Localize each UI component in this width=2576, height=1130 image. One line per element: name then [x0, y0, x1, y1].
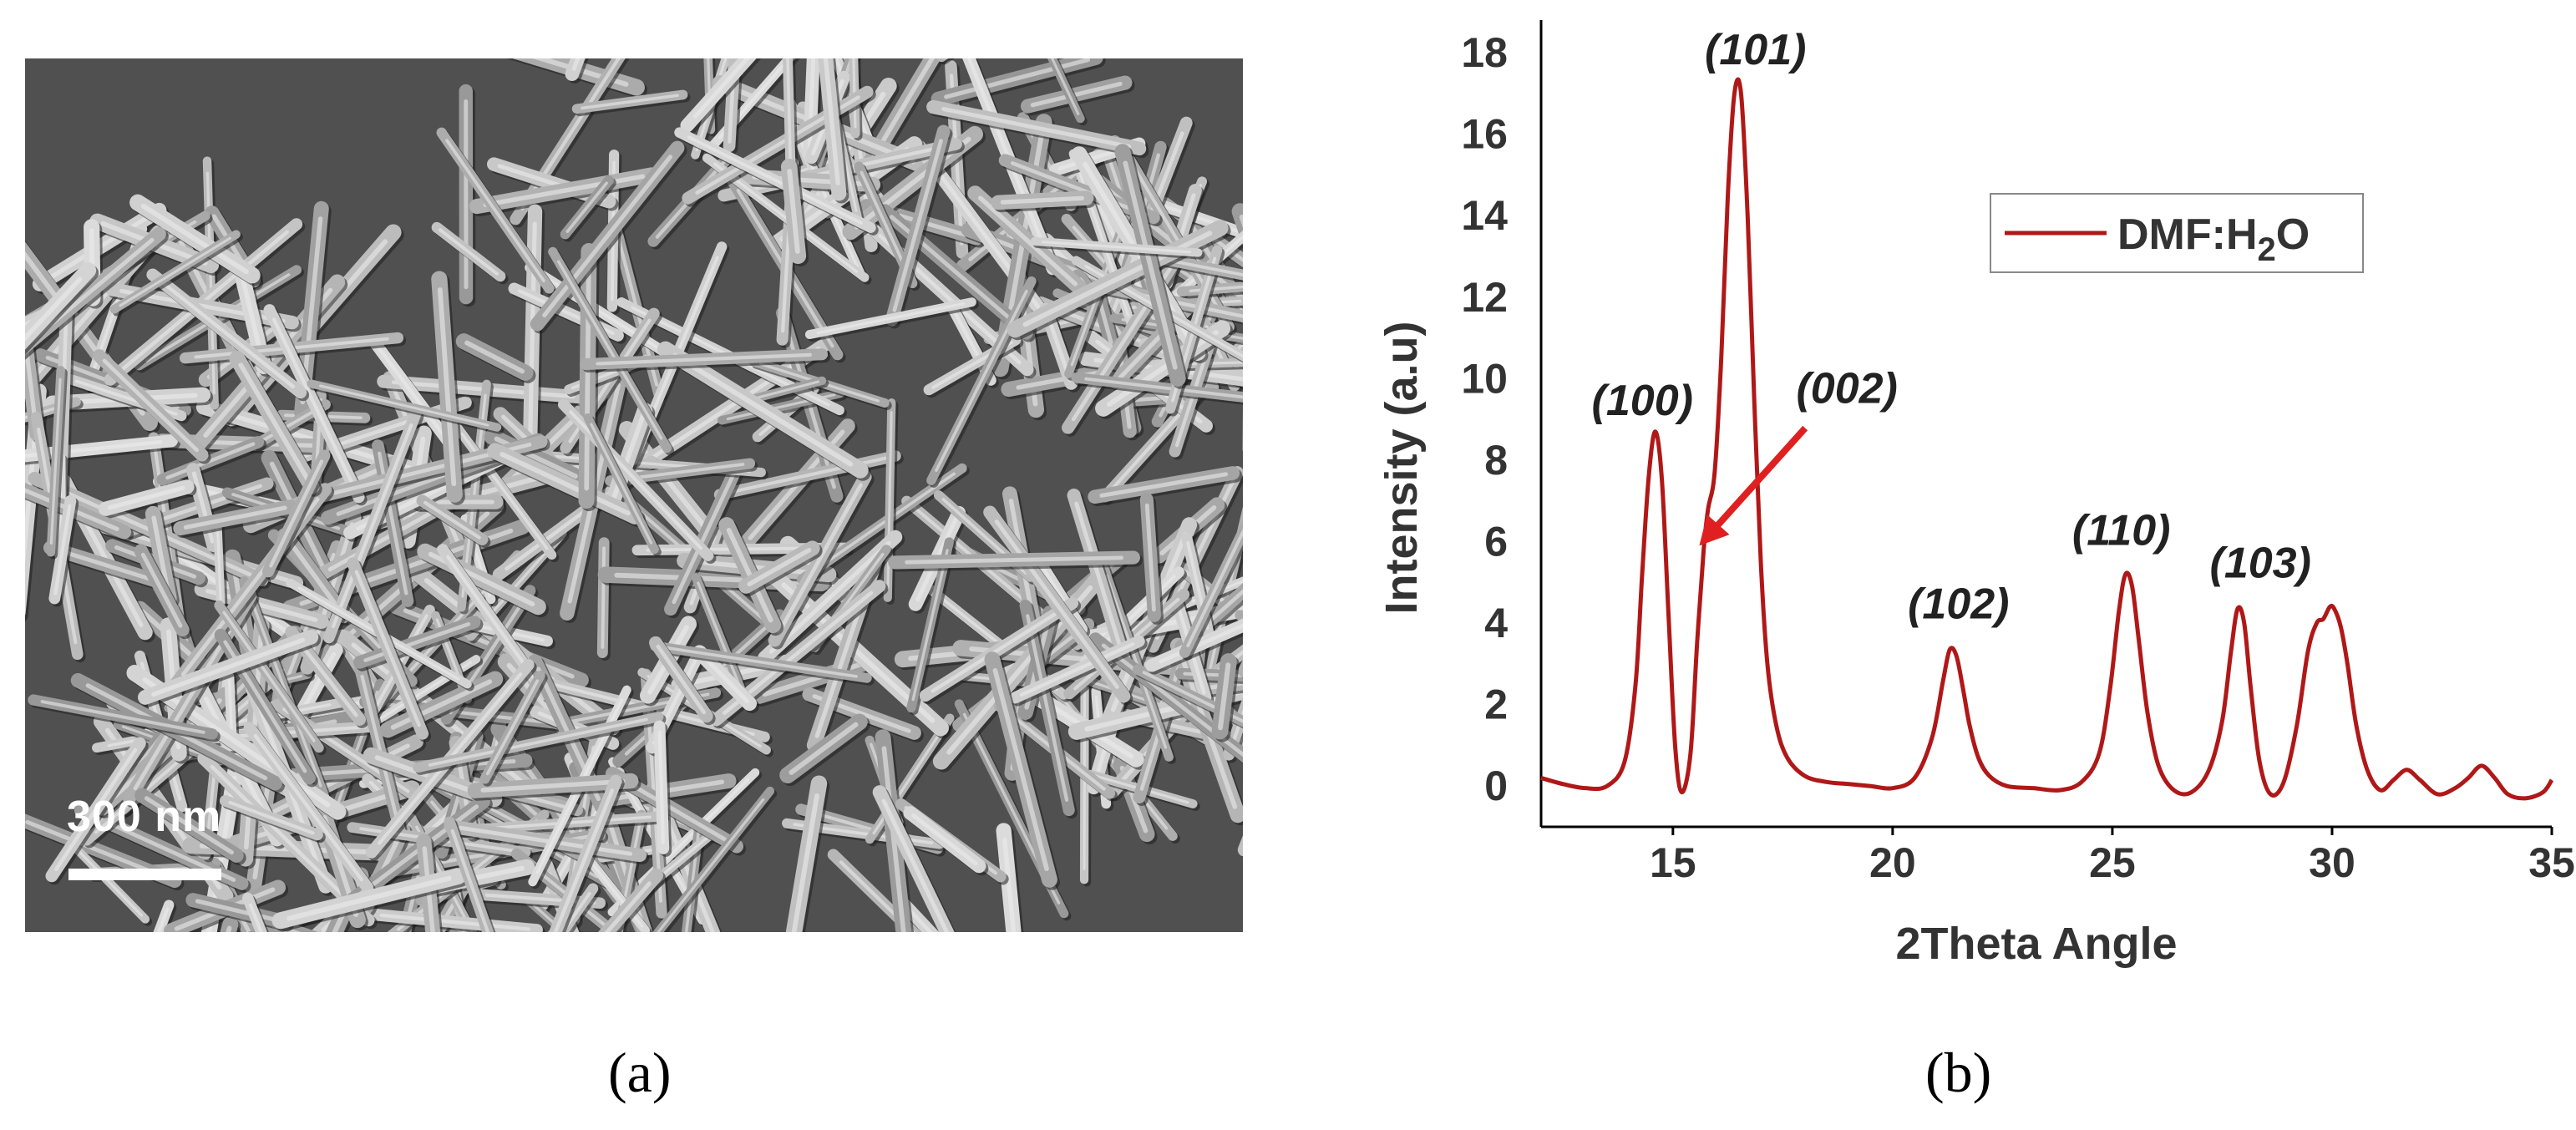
x-tick-label: 25 [2089, 839, 2136, 886]
x-tick-label: 30 [2309, 839, 2355, 886]
series-layer [1540, 77, 2554, 801]
y-tick-label: 4 [1484, 600, 1508, 646]
panel-a-caption: (a) [608, 1041, 672, 1104]
peak-label: (103) [2210, 540, 2311, 588]
y-tick-label: 18 [1461, 29, 1508, 76]
y-axis-label: Intensity (a.u) [1377, 321, 1427, 614]
y-tick-label: 10 [1461, 355, 1508, 402]
tick-labels: 15 20 25 30 35 0 2 4 6 8 10 12 14 16 18 [1461, 29, 2574, 886]
y-tick-label: 6 [1484, 518, 1508, 565]
peak-label: (101) [1705, 26, 1806, 74]
arrow-002 [1711, 425, 1808, 531]
y-tick-label: 2 [1484, 682, 1508, 728]
peak-label: (002) [1796, 365, 1897, 413]
peak-label: (110) [2072, 507, 2171, 555]
x-tick-label: 15 [1650, 839, 1696, 886]
peak-label: (102) [1908, 580, 2009, 628]
scale-bar-label: 300 nm [67, 793, 222, 841]
legend-entry: DMF:H2O [2117, 210, 2310, 268]
nanorod-texture [25, 58, 1243, 932]
legend: DMF:H2O [1990, 193, 2364, 273]
arrow-002-head [1699, 514, 1730, 546]
sem-micrograph: 300 nm [25, 58, 1243, 932]
y-tick-label: 12 [1461, 274, 1508, 321]
y-tick-label: 0 [1484, 763, 1508, 809]
nanorods [25, 58, 1243, 932]
peak-label: (100) [1592, 377, 1693, 425]
y-tick-label: 8 [1484, 437, 1508, 484]
x-tick-label: 20 [1869, 839, 1916, 886]
axes [1539, 20, 2553, 835]
panel-b-caption: (b) [1925, 1041, 1992, 1104]
peak-annotations: (100) (101) (002) (102) (110) (103) [1592, 26, 2311, 629]
series-line-dmf-h2o [1540, 77, 2554, 801]
y-tick-label: 14 [1461, 192, 1508, 239]
x-axis-label: 2Theta Angle [1895, 919, 2177, 969]
scale-bar [68, 869, 221, 880]
y-tick-label: 16 [1461, 111, 1508, 158]
x-tick-label: 35 [2528, 839, 2575, 886]
